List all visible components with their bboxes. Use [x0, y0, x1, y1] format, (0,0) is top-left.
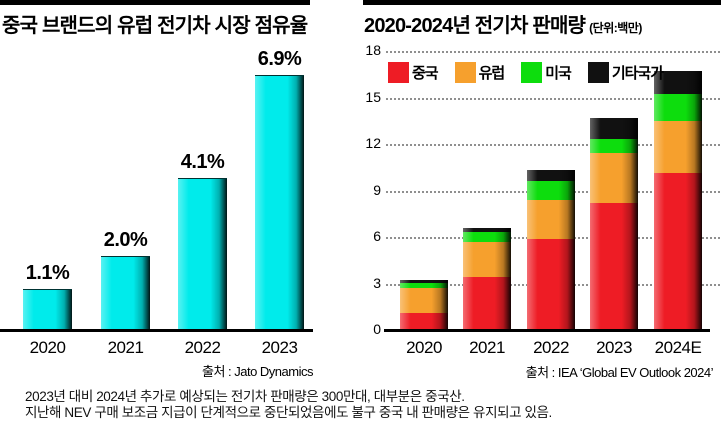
segment-유럽	[590, 153, 638, 203]
left-bar-2022	[178, 178, 227, 331]
left-bar-value-label: 4.1%	[180, 151, 225, 173]
segment-미국	[654, 94, 702, 121]
left-bar-2021	[101, 256, 150, 331]
left-x-tick-2023: 2023	[261, 338, 298, 357]
segment-중국	[463, 277, 511, 330]
segment-유럽	[400, 288, 448, 313]
right-title-rule	[363, 0, 721, 5]
left-title-rule	[0, 0, 310, 5]
legend-item-중국: 중국	[388, 62, 439, 83]
right-y-tick-0: 0	[373, 321, 381, 337]
right-chart-legend: 중국 유럽 미국 기타국가	[388, 62, 664, 83]
right-bar-2021	[463, 227, 511, 330]
right-gridline-12	[386, 144, 720, 146]
left-x-tick-2022: 2022	[184, 338, 221, 357]
segment-유럽	[463, 241, 511, 278]
right-bar-2022	[527, 170, 575, 330]
right-x-axis	[384, 329, 710, 332]
segment-기타국가	[463, 227, 511, 233]
segment-중국	[654, 173, 702, 330]
left-x-tick-2021: 2021	[107, 338, 144, 357]
right-bar-2023	[590, 117, 638, 330]
right-chart-title-row: 2020-2024년 전기차 판매량 (단위:백만)	[364, 9, 642, 38]
segment-기타국가	[527, 170, 575, 182]
right-chart-unit-label: (단위:백만)	[589, 21, 642, 35]
left-bar-2020	[23, 289, 72, 331]
legend-item-미국: 미국	[521, 62, 572, 83]
right-chart-title: 2020-2024년 전기차 판매량	[364, 15, 586, 37]
right-gridline-15	[386, 98, 720, 100]
left-x-tick-2020: 2020	[29, 338, 66, 357]
right-bar-2020	[400, 280, 448, 330]
right-y-tick-18: 18	[365, 42, 381, 58]
right-x-tick-2022: 2022	[533, 338, 569, 357]
footnote: 2023년 대비 2024년 추가로 예상되는 전기차 판매량은 300만대, …	[25, 389, 552, 421]
legend-swatch	[521, 62, 543, 83]
left-bar-value-label: 2.0%	[103, 229, 148, 251]
right-x-tick-2024E: 2024E	[654, 338, 702, 357]
segment-중국	[590, 202, 638, 330]
segment-미국	[400, 283, 448, 289]
right-y-tick-12: 12	[365, 135, 381, 151]
legend-label: 미국	[545, 65, 572, 82]
right-gridline-18	[386, 51, 720, 53]
legend-item-유럽: 유럽	[454, 62, 506, 83]
legend-label: 기타국가	[611, 65, 664, 82]
segment-미국	[463, 232, 511, 242]
segment-유럽	[654, 120, 702, 174]
legend-label: 중국	[412, 65, 439, 82]
segment-중국	[400, 312, 448, 330]
right-y-tick-6: 6	[373, 228, 381, 244]
footnote-line-2: 지난해 NEV 구매 보조금 지급이 단계적으로 중단되었음에도 불구 중국 내…	[25, 405, 552, 420]
segment-기타국가	[590, 117, 638, 140]
right-y-tick-9: 9	[373, 182, 381, 198]
legend-swatch	[587, 62, 609, 83]
footnote-line-1: 2023년 대비 2024년 추가로 예상되는 전기차 판매량은 300만대, …	[25, 389, 465, 404]
legend-swatch	[454, 62, 476, 83]
left-bar-2023	[255, 75, 304, 331]
segment-기타국가	[400, 280, 448, 284]
right-y-tick-15: 15	[365, 89, 381, 105]
right-x-tick-2023: 2023	[596, 338, 632, 357]
left-bar-value-label: 6.9%	[257, 48, 302, 70]
legend-label: 유럽	[478, 65, 506, 82]
legend-swatch	[388, 62, 409, 83]
segment-중국	[527, 238, 575, 330]
left-chart-title: 중국 브랜드의 유럽 전기차 시장 점유율	[2, 15, 308, 37]
right-x-tick-2020: 2020	[406, 338, 442, 357]
right-y-tick-3: 3	[373, 275, 381, 291]
left-chart-source: 출처 : Jato Dynamics	[201, 364, 314, 379]
legend-item-기타국가: 기타국가	[587, 62, 664, 83]
left-bar-value-label: 1.1%	[25, 262, 70, 284]
right-x-tick-2021: 2021	[469, 338, 505, 357]
segment-미국	[590, 139, 638, 154]
segment-기타국가	[654, 71, 702, 95]
left-x-axis	[0, 329, 313, 332]
segment-유럽	[527, 199, 575, 239]
right-chart-source: 출처 : IEA ‘Global EV Outlook 2024’	[525, 365, 714, 380]
right-bar-2024E	[654, 71, 702, 330]
segment-미국	[527, 181, 575, 200]
